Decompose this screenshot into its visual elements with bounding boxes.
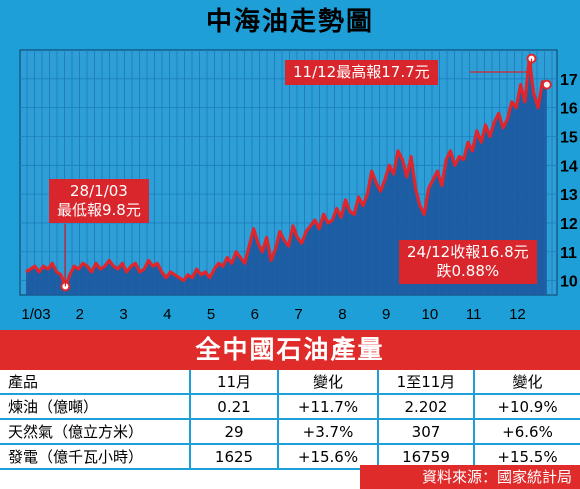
callout-text: 11/12最高報17.7元 [293,63,430,81]
x-tick-label: 2 [76,306,84,323]
callout-leader [470,58,533,73]
y-tick-label: 10 [560,274,578,291]
y-tick-label: 12 [560,216,578,233]
table-cell: +6.6% [473,419,580,445]
table-cell: +3.7% [277,419,378,445]
x-tick-label: 3 [119,306,127,323]
x-tick-label: 6 [251,306,259,323]
production-table: 產品 11月 變化 1至11月 變化 煉油（億噸） 0.21 +11.7% 2.… [0,370,580,470]
table-cell: 0.21 [189,394,278,420]
x-tick-label: 11 [466,306,482,323]
table-header: 11月 [189,370,278,395]
x-tick-label: 5 [207,306,215,323]
y-tick-label: 11 [560,245,577,262]
price-area-fill [26,58,547,295]
x-tick-label: 1/03 [21,306,50,323]
table-title: 全中國石油產量 [0,330,580,370]
production-table-section: 全中國石油產量 產品 11月 變化 1至11月 變化 煉油（億噸） 0.21 +… [0,330,580,489]
x-tick-label: 9 [382,306,390,323]
table-row: 煉油（億噸） 0.21 +11.7% 2.202 +10.9% [0,394,580,420]
y-tick-label: 13 [560,187,578,204]
annotation-marker [541,79,552,90]
source-label: 資料來源：國家統計局 [360,465,580,489]
low-price-callout: 28/1/03 最低報9.8元 [49,179,149,223]
table-cell: 煉油（億噸） [0,394,190,420]
close-price-callout: 24/12收報16.8元 跌0.88% [399,240,537,284]
callout-text: 跌0.88% [436,262,500,280]
y-tick-label: 15 [560,129,578,146]
x-tick-label: 8 [338,306,346,323]
y-tick-label: 17 [560,72,578,89]
x-tick-label: 4 [163,306,171,323]
table-cell: 2.202 [377,394,474,420]
price-chart: 10 11 12 13 14 15 16 17 1/03 2 3 4 5 6 7 8 9 10 11 12 [19,49,578,323]
table-cell: 1625 [189,444,278,470]
table-row: 天然氣（億立方米） 29 +3.7% 307 +6.6% [0,419,580,445]
x-tick-label: 12 [509,306,526,323]
table-header: 1至11月 [377,370,474,395]
callout-text: 24/12收報16.8元 [407,243,529,261]
callout-leaders [64,58,533,287]
table-cell: 307 [377,419,474,445]
chart-title: 中海油走勢圖 [0,0,580,44]
table-cell: +10.9% [473,394,580,420]
x-tick-label: 10 [422,306,439,323]
y-axis: 10 11 12 13 14 15 16 17 [560,72,578,291]
table-cell: 發電（億千瓦小時） [0,444,190,470]
x-tick-label: 7 [294,306,302,323]
table-cell: +11.7% [277,394,378,420]
y-tick-label: 14 [560,158,578,175]
table-header: 變化 [277,370,378,395]
callout-text: 最低報9.8元 [57,201,141,219]
high-price-callout: 11/12最高報17.7元 [285,60,438,85]
table-header-row: 產品 11月 變化 1至11月 變化 [0,370,580,395]
table-header: 變化 [473,370,580,395]
price-line [25,57,548,288]
table-header: 產品 [0,370,190,395]
table-cell: 29 [189,419,278,445]
x-axis: 1/03 2 3 4 5 6 7 8 9 10 11 12 [21,306,525,323]
callout-text: 28/1/03 [70,182,128,200]
y-tick-label: 16 [560,101,578,118]
table-cell: 天然氣（億立方米） [0,419,190,445]
